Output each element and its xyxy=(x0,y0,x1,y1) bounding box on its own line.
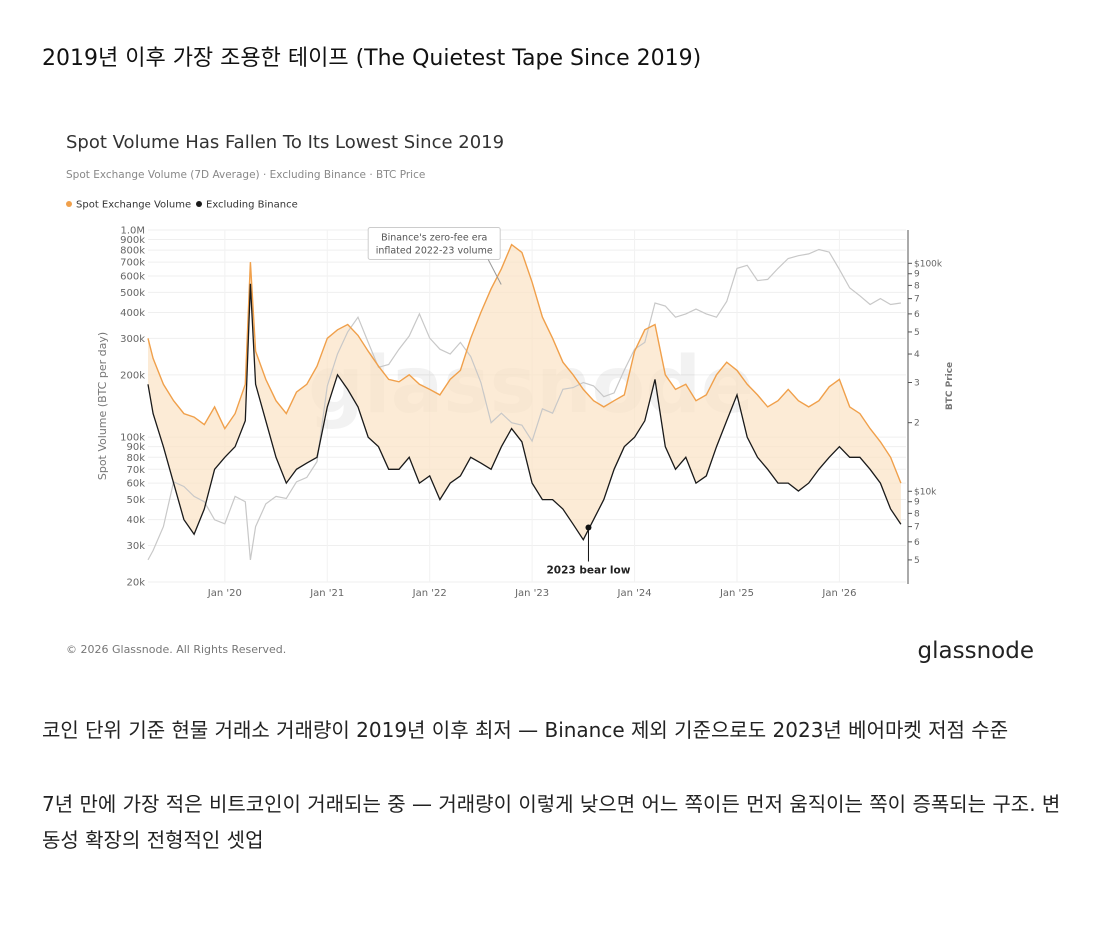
y2-axis-title: BTC Price xyxy=(945,362,955,410)
x-tick-label: Jan '24 xyxy=(617,588,652,599)
y2-tick-label: 6 xyxy=(914,538,920,548)
chart-subtitle: Spot Exchange Volume (7D Average) · Excl… xyxy=(66,169,425,181)
y-tick-label: 100k xyxy=(120,433,145,444)
glassnode-logo: glassnode xyxy=(918,638,1034,664)
annotation-binance-line-2: inflated 2022-23 volume xyxy=(376,245,493,256)
y2-tick-label: 8 xyxy=(914,509,920,519)
legend-label-spot-volume: Spot Exchange Volume xyxy=(76,200,191,211)
y2-tick-label: 2 xyxy=(914,419,920,429)
y-tick-label: 1.0M xyxy=(120,226,145,237)
annotation-binance-line-1: Binance's zero-fee era xyxy=(381,232,487,243)
y-tick-label: 800k xyxy=(120,246,145,257)
y2-tick-label: $10k xyxy=(914,487,937,497)
y-tick-label: 20k xyxy=(126,578,145,589)
annotation-bear-low-marker xyxy=(585,524,592,531)
series-excluding-binance-line xyxy=(147,283,902,541)
x-tick-label: Jan '20 xyxy=(207,588,242,599)
y2-tick-label: 3 xyxy=(914,379,920,389)
y-tick-label: 200k xyxy=(120,370,145,381)
x-tick-label: Jan '25 xyxy=(719,588,754,599)
y-tick-label: 80k xyxy=(126,453,145,464)
x-tick-label: Jan '23 xyxy=(514,588,549,599)
y2-tick-label: 6 xyxy=(914,310,920,320)
y-tick-label: 700k xyxy=(120,258,145,269)
annotation-binance-leader xyxy=(487,259,502,285)
chart-title: Spot Volume Has Fallen To Its Lowest Sin… xyxy=(66,132,504,153)
y-tick-label: 500k xyxy=(120,288,145,299)
chart-svg: Spot Volume Has Fallen To Its Lowest Sin… xyxy=(66,132,1034,664)
legend-swatch-excluding-binance xyxy=(196,201,202,207)
x-tick-label: Jan '21 xyxy=(309,588,344,599)
caption-volatility-setup: 7년 만에 가장 적은 비트코인이 거래되는 중 — 거래량이 이렇게 낮으면 … xyxy=(42,792,1061,852)
y-axis-title: Spot Volume (BTC per day) xyxy=(96,332,109,480)
x-tick-label: Jan '22 xyxy=(412,588,447,599)
y-tick-label: 900k xyxy=(120,235,145,246)
y-tick-label: 40k xyxy=(126,515,145,526)
binance-volume-band xyxy=(148,244,901,540)
caption-volume-low: 코인 단위 기준 현물 거래소 거래량이 2019년 이후 최저 — Binan… xyxy=(42,718,1009,742)
y2-tick-label: 4 xyxy=(914,350,920,360)
y-tick-label: 30k xyxy=(126,541,145,552)
y2-tick-label: 9 xyxy=(914,498,920,508)
chart-card: Spot Volume Has Fallen To Its Lowest Sin… xyxy=(56,112,1046,672)
post-title: 2019년 이후 가장 조용한 테이프 (The Quietest Tape S… xyxy=(42,46,702,71)
y2-tick-label: 5 xyxy=(914,556,920,566)
annotation-box-binance xyxy=(367,226,501,260)
y-tick-label: 90k xyxy=(126,442,145,453)
y2-tick-label: 5 xyxy=(914,328,920,338)
series-btc-price-line xyxy=(147,248,901,561)
y-tick-label: 70k xyxy=(126,465,145,476)
x-tick-label: Jan '26 xyxy=(821,588,856,599)
series-spot-volume-line xyxy=(147,243,902,484)
y-tick-label: 600k xyxy=(120,271,145,282)
y2-tick-label: $100k xyxy=(914,259,943,269)
y-tick-label: 60k xyxy=(126,479,145,490)
legend-swatch-spot-volume xyxy=(66,201,72,207)
annotation-bear-low-label: 2023 bear low xyxy=(546,565,630,577)
legend-label-excluding-binance: Excluding Binance xyxy=(206,200,298,211)
y2-tick-label: 9 xyxy=(914,270,920,280)
y2-tick-label: 7 xyxy=(914,295,920,305)
y2-tick-label: 8 xyxy=(914,281,920,291)
y2-tick-label: 7 xyxy=(914,523,920,533)
chart-footer-copyright: © 2026 Glassnode. All Rights Reserved. xyxy=(66,643,286,656)
y-tick-label: 400k xyxy=(120,308,145,319)
y-tick-label: 300k xyxy=(120,334,145,345)
y-tick-label: 50k xyxy=(126,495,145,506)
